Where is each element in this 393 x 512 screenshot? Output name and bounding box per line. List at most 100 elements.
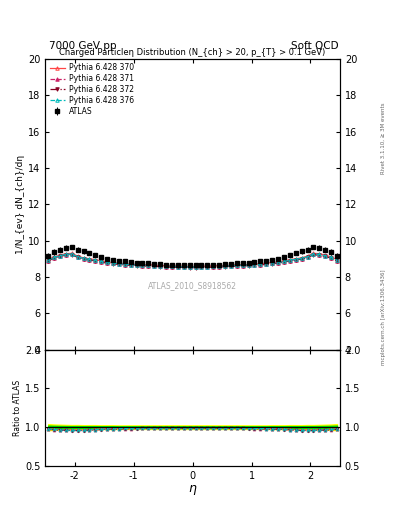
Pythia 6.428 376 (140, 262, 145, 268)
Pythia 6.428 376 (276, 259, 281, 265)
Pythia 6.428 372 (158, 264, 163, 270)
Text: Rivet 3.1.10, ≥ 3M events: Rivet 3.1.10, ≥ 3M events (381, 102, 386, 174)
Pythia 6.428 372 (229, 263, 233, 269)
Pythia 6.428 376 (252, 262, 257, 268)
Pythia 6.428 371 (299, 255, 304, 262)
Pythia 6.428 376 (281, 259, 286, 265)
Pythia 6.428 370 (258, 261, 263, 267)
Pythia 6.428 372 (128, 262, 133, 268)
Pythia 6.428 376 (182, 264, 186, 270)
Pythia 6.428 372 (99, 259, 104, 265)
Pythia 6.428 372 (299, 256, 304, 262)
Pythia 6.428 372 (234, 263, 239, 269)
Pythia 6.428 376 (170, 263, 174, 269)
Pythia 6.428 371 (69, 251, 74, 258)
Pythia 6.428 371 (323, 253, 328, 259)
Pythia 6.428 370 (105, 259, 109, 265)
Pythia 6.428 370 (158, 263, 163, 269)
Pythia 6.428 372 (335, 258, 340, 264)
Pythia 6.428 370 (229, 262, 233, 268)
Pythia 6.428 370 (75, 253, 80, 259)
Pythia 6.428 372 (305, 254, 310, 261)
Pythia 6.428 376 (123, 261, 127, 267)
Pythia 6.428 371 (270, 261, 275, 267)
Pythia 6.428 370 (199, 263, 204, 269)
Pythia 6.428 370 (276, 259, 281, 265)
Pythia 6.428 370 (134, 261, 139, 267)
Pythia 6.428 372 (134, 263, 139, 269)
Pythia 6.428 372 (217, 264, 222, 270)
Pythia 6.428 371 (288, 258, 292, 264)
Pythia 6.428 370 (222, 263, 227, 269)
Pythia 6.428 371 (193, 264, 198, 270)
Pythia 6.428 372 (211, 264, 215, 270)
Title: Charged Particleη Distribution (N_{ch} > 20, p_{T} > 0.1 GeV): Charged Particleη Distribution (N_{ch} >… (59, 48, 326, 57)
Pythia 6.428 371 (335, 258, 340, 264)
Pythia 6.428 372 (264, 261, 269, 267)
Pythia 6.428 372 (87, 257, 92, 263)
Pythia 6.428 376 (146, 262, 151, 268)
Pythia 6.428 370 (317, 250, 322, 257)
Pythia 6.428 370 (246, 261, 251, 267)
Pythia 6.428 376 (163, 263, 168, 269)
Pythia 6.428 370 (305, 253, 310, 259)
Pythia 6.428 370 (57, 252, 62, 258)
Pythia 6.428 371 (229, 263, 233, 269)
Pythia 6.428 370 (99, 258, 104, 264)
Pythia 6.428 370 (87, 255, 92, 262)
Pythia 6.428 370 (51, 254, 57, 260)
Pythia 6.428 370 (270, 260, 275, 266)
Line: Pythia 6.428 372: Pythia 6.428 372 (46, 253, 339, 269)
Pythia 6.428 370 (187, 263, 192, 269)
Pythia 6.428 376 (187, 264, 192, 270)
Pythia 6.428 370 (46, 257, 50, 263)
Pythia 6.428 372 (252, 262, 257, 268)
Pythia 6.428 376 (205, 264, 210, 270)
X-axis label: η: η (189, 482, 196, 495)
Pythia 6.428 371 (187, 264, 192, 270)
Pythia 6.428 376 (211, 263, 215, 269)
Pythia 6.428 372 (123, 262, 127, 268)
Pythia 6.428 376 (293, 256, 298, 262)
Pythia 6.428 376 (234, 262, 239, 268)
Pythia 6.428 371 (81, 255, 86, 262)
Pythia 6.428 372 (323, 253, 328, 260)
Pythia 6.428 370 (311, 250, 316, 257)
Pythia 6.428 376 (51, 254, 57, 261)
Pythia 6.428 370 (163, 263, 168, 269)
Pythia 6.428 371 (93, 258, 97, 264)
Pythia 6.428 370 (329, 254, 333, 260)
Pythia 6.428 371 (46, 258, 50, 264)
Pythia 6.428 371 (234, 263, 239, 269)
Pythia 6.428 371 (217, 264, 222, 270)
Pythia 6.428 371 (105, 260, 109, 266)
Pythia 6.428 370 (170, 263, 174, 269)
Pythia 6.428 376 (193, 264, 198, 270)
Pythia 6.428 376 (222, 263, 227, 269)
Pythia 6.428 376 (152, 263, 156, 269)
Pythia 6.428 376 (329, 254, 333, 261)
Pythia 6.428 372 (51, 255, 57, 261)
Pythia 6.428 371 (276, 260, 281, 266)
Pythia 6.428 370 (335, 257, 340, 263)
Pythia 6.428 376 (317, 251, 322, 258)
Legend: Pythia 6.428 370, Pythia 6.428 371, Pythia 6.428 372, Pythia 6.428 376, ATLAS: Pythia 6.428 370, Pythia 6.428 371, Pyth… (48, 61, 136, 118)
Pythia 6.428 376 (93, 257, 97, 263)
Pythia 6.428 376 (46, 257, 50, 263)
Pythia 6.428 376 (128, 262, 133, 268)
Pythia 6.428 376 (323, 252, 328, 259)
Pythia 6.428 372 (175, 264, 180, 270)
Pythia 6.428 371 (75, 254, 80, 260)
Pythia 6.428 372 (170, 264, 174, 270)
Pythia 6.428 371 (51, 255, 57, 261)
Pythia 6.428 372 (75, 254, 80, 261)
Pythia 6.428 371 (140, 263, 145, 269)
Pythia 6.428 372 (57, 253, 62, 260)
Pythia 6.428 376 (111, 260, 116, 266)
Pythia 6.428 372 (63, 252, 68, 258)
Pythia 6.428 376 (335, 257, 340, 263)
Pythia 6.428 372 (81, 256, 86, 262)
Pythia 6.428 372 (317, 252, 322, 258)
Text: 7000 GeV pp: 7000 GeV pp (49, 41, 117, 51)
Pythia 6.428 376 (158, 263, 163, 269)
